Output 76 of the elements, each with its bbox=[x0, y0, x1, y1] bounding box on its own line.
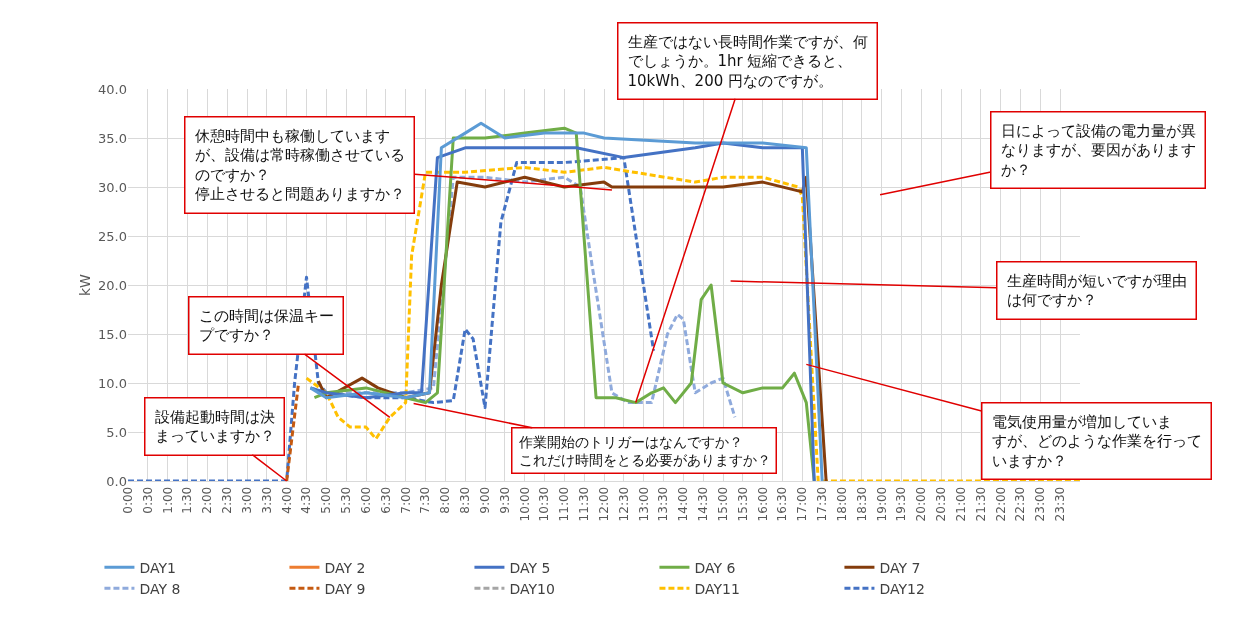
x-tick-label: 5:00 bbox=[319, 486, 334, 514]
y-tick-label: 0.0 bbox=[106, 473, 127, 489]
annotation: 作業開始のトリガーはなんですか？これだけ時間をとる必要がありますか？ bbox=[517, 433, 771, 468]
x-tick-label: 9:30 bbox=[497, 486, 512, 514]
x-tick-label: 6:30 bbox=[378, 486, 393, 514]
x-tick-label: 3:00 bbox=[239, 486, 254, 514]
x-tick-label: 18:30 bbox=[854, 486, 869, 522]
x-tick-label: 1:00 bbox=[160, 486, 175, 514]
x-tick-label: 15:30 bbox=[735, 486, 750, 522]
x-tick-label: 8:00 bbox=[438, 486, 453, 514]
x-tick-label: 11:30 bbox=[577, 486, 592, 522]
x-tick-label: 0:30 bbox=[140, 486, 155, 514]
x-tick-label: 2:30 bbox=[220, 486, 235, 514]
x-tick-label: 8:30 bbox=[458, 486, 473, 514]
y-tick-label: 20.0 bbox=[98, 277, 127, 293]
x-tick-label: 18:00 bbox=[834, 486, 849, 522]
y-tick-label: 30.0 bbox=[98, 179, 127, 195]
x-tick-label: 23:00 bbox=[1033, 486, 1048, 522]
annotation: 休憩時間中も稼働していますが、設備は常時稼働させているのですか？停止させると問題ありますか？ bbox=[194, 126, 405, 203]
annotation: この時間は保温キープですか？ bbox=[198, 306, 334, 344]
x-tick-label: 6:00 bbox=[358, 486, 373, 514]
x-tick-label: 14:00 bbox=[676, 486, 691, 522]
legend-label: DAY11 bbox=[694, 580, 740, 597]
x-tick-label: 22:00 bbox=[993, 486, 1008, 522]
y-axis-title: kW bbox=[77, 273, 93, 296]
annotation: 日によって設備の電力量が異なりますが、要因がありますか？ bbox=[1000, 121, 1196, 179]
y-tick-label: 10.0 bbox=[98, 375, 127, 391]
x-tick-label: 1:30 bbox=[180, 486, 195, 514]
y-tick-label: 15.0 bbox=[98, 326, 127, 342]
x-tick-label: 22:30 bbox=[1013, 486, 1028, 522]
legend-label: DAY12 bbox=[879, 580, 925, 597]
legend-label: DAY1 bbox=[139, 559, 176, 576]
annotation: 設備起動時間は決まっていますか？ bbox=[154, 407, 275, 445]
x-tick-label: 17:00 bbox=[795, 486, 810, 522]
x-tick-label: 2:00 bbox=[200, 486, 215, 514]
legend-label: DAY10 bbox=[509, 580, 555, 597]
x-tick-label: 11:00 bbox=[557, 486, 572, 522]
x-tick-label: 7:30 bbox=[418, 486, 433, 514]
x-tick-label: 5:30 bbox=[339, 486, 354, 514]
y-tick-label: 25.0 bbox=[98, 228, 127, 244]
legend-label: DAY 5 bbox=[509, 559, 551, 576]
x-tick-label: 10:30 bbox=[537, 486, 552, 522]
legend-label: DAY 6 bbox=[694, 559, 736, 576]
x-tick-label: 9:00 bbox=[477, 486, 492, 514]
y-tick-label: 35.0 bbox=[98, 130, 127, 146]
x-tick-label: 13:00 bbox=[636, 486, 651, 522]
legend-label: DAY 7 bbox=[879, 559, 921, 576]
x-tick-label: 12:00 bbox=[596, 486, 611, 522]
x-tick-label: 3:30 bbox=[259, 486, 274, 514]
x-tick-label: 23:30 bbox=[1053, 486, 1068, 522]
x-tick-label: 16:30 bbox=[775, 486, 790, 522]
annotation: 電気使用量が増加していますが、どのような作業を行っていますか？ bbox=[991, 412, 1202, 470]
annotation: 生産時間が短いですが理由は何ですか？ bbox=[1006, 271, 1187, 309]
x-tick-label: 7:00 bbox=[398, 486, 413, 514]
x-tick-label: 19:00 bbox=[874, 486, 889, 522]
x-tick-label: 20:00 bbox=[914, 486, 929, 522]
x-tick-label: 4:30 bbox=[299, 486, 314, 514]
x-tick-label: 21:00 bbox=[953, 486, 968, 522]
annotation: 生産ではない長時間作業ですが、何でしょうか。1hr 短縮できると、10kWh、200 円なのですが。 bbox=[627, 32, 868, 90]
legend-label: DAY 8 bbox=[139, 580, 181, 597]
x-tick-label: 17:30 bbox=[815, 486, 830, 522]
x-tick-label: 4:00 bbox=[279, 486, 294, 514]
x-tick-label: 15:00 bbox=[715, 486, 730, 522]
x-tick-label: 13:30 bbox=[656, 486, 671, 522]
x-tick-label: 14:30 bbox=[696, 486, 711, 522]
y-tick-label: 5.0 bbox=[106, 424, 127, 440]
x-tick-label: 20:30 bbox=[934, 486, 949, 522]
x-tick-label: 19:30 bbox=[894, 486, 909, 522]
legend-label: DAY 2 bbox=[324, 559, 366, 576]
x-tick-label: 21:30 bbox=[973, 486, 988, 522]
y-tick-label: 40.0 bbox=[98, 81, 127, 97]
x-tick-label: 10:00 bbox=[517, 486, 532, 522]
x-tick-label: 12:30 bbox=[616, 486, 631, 522]
legend-label: DAY 9 bbox=[324, 580, 366, 597]
x-tick-label: 0:00 bbox=[120, 486, 135, 514]
x-tick-label: 16:00 bbox=[755, 486, 770, 522]
